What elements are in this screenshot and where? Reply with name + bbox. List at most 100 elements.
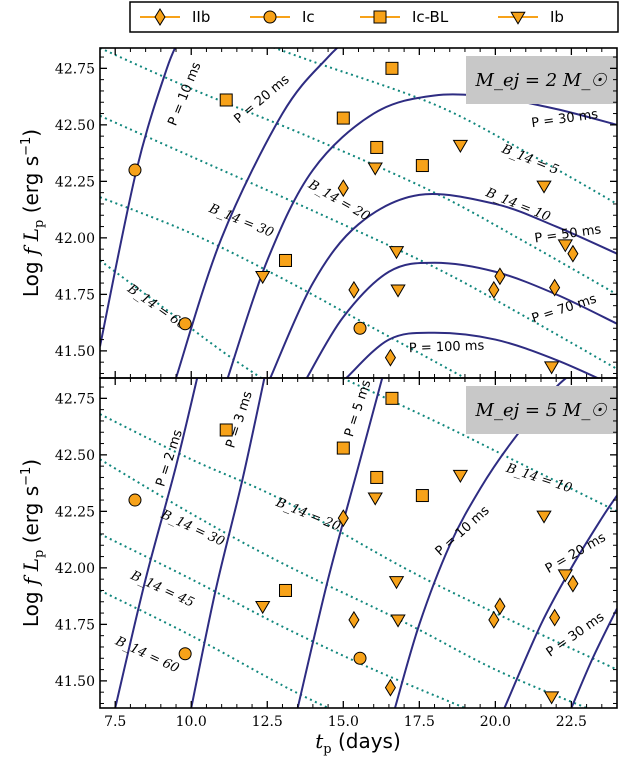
xtick-label-6: 20.0 [480, 714, 511, 730]
top-ytick-label-2: 41.75 [55, 287, 95, 303]
bottom-ytick-label-4: 42.25 [55, 504, 95, 520]
bottom-point-ib-6 [536, 510, 552, 524]
legend-marker-ic [263, 10, 277, 24]
legend-marker-iib [154, 8, 166, 26]
top-mass-label: M_ej = 2 M_☉ [475, 70, 608, 91]
bottom-p-curve-2 [190, 378, 266, 708]
bottom-p-curve-6 [570, 608, 617, 708]
bottom-point-ic-3 [353, 651, 367, 665]
bottom-point-iib-5 [494, 597, 506, 616]
bottom-point-ib-1 [255, 600, 271, 615]
bottom-b-label-1: B_14 = 10 [503, 461, 574, 497]
bottom-p-label-4: P = 10 ms [433, 503, 493, 559]
bottom-point-iib-1 [337, 509, 349, 528]
top-ytick-label-3: 42.00 [55, 231, 95, 247]
bottom-point-ib-5 [452, 469, 469, 483]
top-point-ic-bl-1 [219, 93, 233, 107]
top-point-ic-3 [353, 321, 367, 335]
top-point-iib-5 [494, 267, 506, 286]
top-point-ib-7 [543, 361, 560, 375]
bottom-b-label-4: B_14 = 45 [127, 568, 196, 611]
legend-label-ib: Ib [550, 8, 564, 26]
top-point-ic-bl-2 [279, 253, 293, 267]
bottom-p-curve-1 [114, 378, 199, 708]
xtick-label-4: 15.0 [328, 714, 359, 730]
top-b-label-4: B_14 = 30 [206, 201, 276, 241]
bottom-b-curve-4 [100, 533, 466, 708]
top-ytick-label-6: 42.75 [55, 61, 95, 77]
bottom-b-curve-5 [100, 589, 329, 708]
bottom-point-iib-7 [567, 574, 579, 593]
y-axis-title-top: Log f Lp (erg s−1) [19, 129, 47, 297]
bottom-point-ic-bl-3 [336, 441, 350, 455]
bottom-point-ib-3 [388, 576, 405, 590]
xtick-label-2: 10.0 [176, 714, 207, 730]
bottom-ytick-label-1: 41.50 [55, 674, 95, 690]
legend-marker-ib [510, 11, 526, 25]
bottom-mass-box [466, 386, 616, 434]
bottom-point-iib-6 [549, 608, 561, 627]
top-point-ib-4 [390, 284, 406, 298]
top-point-iib-2 [348, 280, 360, 299]
top-ytick-label-5: 42.50 [55, 118, 95, 134]
bottom-p-curve-5 [503, 494, 617, 708]
top-point-ib-3 [388, 246, 405, 260]
top-p-label-2: P = 20 ms [231, 72, 292, 127]
top-point-ic-bl-6 [415, 159, 429, 173]
bottom-ytick-label-5: 42.50 [55, 448, 95, 464]
xtick-label-5: 17.5 [404, 714, 435, 730]
bottom-point-ic-bl-1 [219, 423, 233, 437]
bottom-b-label-5: B_14 = 60 [112, 633, 181, 676]
top-b-label-3: B_14 = 20 [305, 177, 373, 225]
top-point-ib-5 [452, 139, 469, 153]
bottom-point-ib-4 [390, 614, 406, 628]
bottom-ytick-label-3: 42.00 [55, 561, 95, 577]
y-axis-title-bottom: Log f Lp (erg s−1) [19, 459, 47, 627]
panel-bottom: P = 2 msP = 3 ms P = 5 msP = 10 ms P = 20 … [55, 377, 618, 730]
bottom-b-label-3: B_14 = 30 [158, 507, 227, 550]
xtick-label-1: 7.5 [104, 714, 126, 730]
top-ytick-label-4: 42.25 [55, 174, 95, 190]
bottom-point-ic-bl-5 [385, 391, 399, 405]
bottom-point-ib-8 [557, 569, 573, 583]
bottom-b-label-2: B_14 = 20 [273, 495, 343, 535]
bottom-p-curve-3 [296, 378, 384, 708]
bottom-mass-label: M_ej = 5 M_☉ [475, 400, 608, 421]
x-axis-title: tp (days) [315, 729, 401, 757]
top-b-curve-1 [271, 48, 617, 205]
top-point-ib-8 [557, 239, 573, 253]
bottom-b-curve-3 [100, 458, 587, 708]
top-point-ib-1 [255, 270, 271, 285]
top-point-ic-bl-3 [336, 111, 350, 125]
top-b-label-2: B_14 = 10 [483, 185, 553, 225]
top-point-iib-3 [384, 348, 396, 367]
top-b-curve-3 [100, 114, 617, 370]
top-p-curve-6 [345, 331, 600, 378]
legend-label-iib: IIb [192, 8, 210, 26]
bottom-point-ic-bl-4 [370, 470, 384, 484]
bottom-p-label-1: P = 2 ms [153, 428, 186, 489]
bottom-point-ib-2 [367, 492, 383, 506]
top-point-ib-6 [536, 180, 552, 194]
top-point-ic-2 [178, 317, 192, 331]
xtick-label-7: 22.5 [556, 714, 587, 730]
bottom-b-curve-1 [339, 378, 617, 513]
panel-top: P = 10 ms P = 20 ms P = 30 msP = 50 msP = … [55, 47, 618, 379]
bottom-point-ic-2 [178, 647, 192, 661]
bottom-p-label-3: P = 5 ms [342, 378, 375, 439]
bottom-ytick-label-2: 41.75 [55, 617, 95, 633]
top-point-ic-bl-5 [385, 61, 399, 75]
top-p-label-3: P = 30 ms [531, 107, 600, 131]
bottom-b-curve-2 [100, 413, 617, 671]
xtick-label-3: 12.5 [252, 714, 283, 730]
bottom-ytick-label-6: 42.75 [55, 391, 95, 407]
top-b-curve-2 [100, 48, 617, 296]
top-b-label-1: B_14 = 5 [499, 141, 561, 178]
top-p-curve-1 [100, 48, 177, 347]
bottom-point-ic-1 [128, 493, 142, 507]
legend: IIb Ic Ic-BL Ib [129, 1, 619, 33]
top-p-label-5: P = 70 ms [530, 292, 599, 327]
top-p-label-6: P = 100 ms [409, 339, 485, 357]
bottom-p-label-5: P = 20 ms [543, 530, 609, 577]
